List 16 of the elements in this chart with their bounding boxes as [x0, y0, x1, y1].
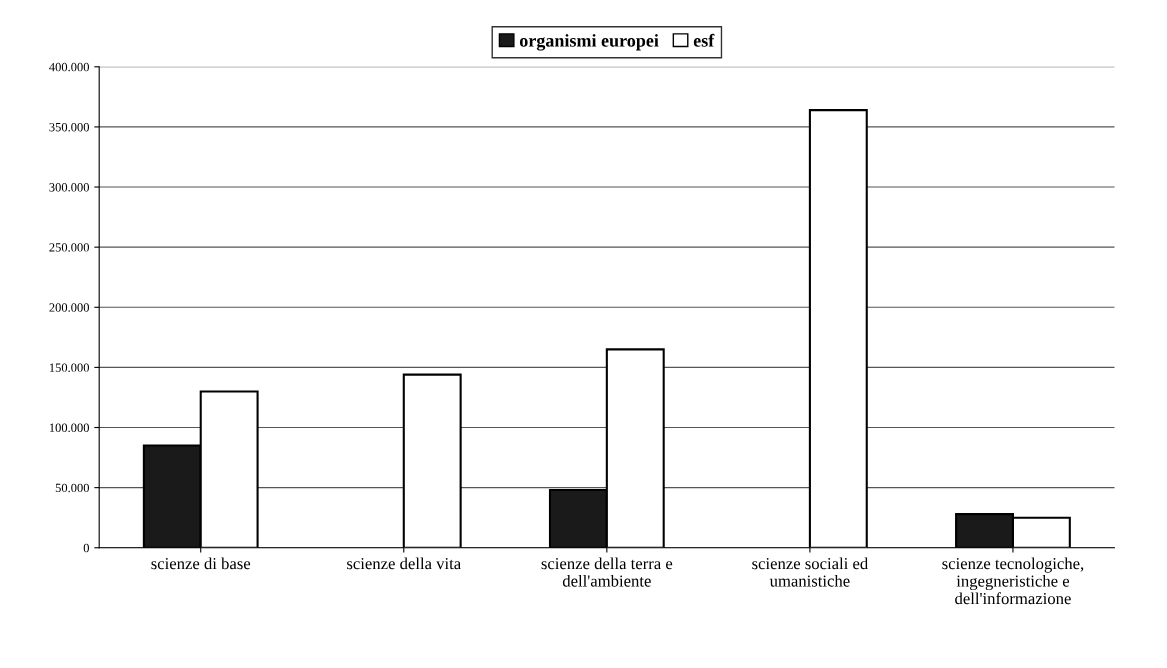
y-tick-label: 250.000 — [49, 243, 89, 252]
x-tick-label: scienze tecnologiche, ingegneristiche e dell'informazione — [942, 557, 1084, 605]
x-tick-label: scienze di base — [151, 557, 251, 570]
y-tick-label: 400.000 — [49, 62, 89, 72]
y-tick-label: 350.000 — [49, 122, 89, 132]
x-tick-label: scienze della vita — [347, 557, 461, 570]
x-tick-label: scienze sociali ed umanistiche — [752, 557, 868, 587]
x-tick-label: scienze della terra e dell'ambiente — [541, 557, 673, 587]
y-tick-label: 300.000 — [49, 183, 89, 192]
y-tick-label: 200.000 — [49, 303, 89, 312]
y-tick-label: 0 — [83, 543, 89, 553]
y-tick-label: 100.000 — [49, 423, 89, 433]
y-tick-label: 150.000 — [49, 363, 89, 372]
y-tick-label: 50.000 — [55, 483, 89, 493]
legend-label: esf — [693, 33, 715, 47]
legend-label: organismi europei — [519, 34, 659, 51]
